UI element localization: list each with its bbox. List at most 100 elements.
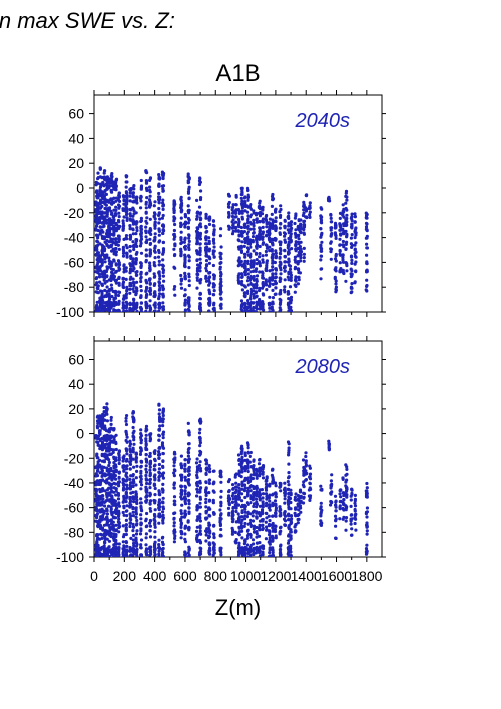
data-point xyxy=(105,408,109,412)
data-point xyxy=(212,469,216,473)
data-point xyxy=(104,294,108,298)
data-point xyxy=(100,289,104,294)
data-point xyxy=(271,308,275,312)
data-point xyxy=(271,272,275,276)
data-point xyxy=(128,249,132,253)
data-point xyxy=(211,252,215,256)
data-point xyxy=(271,253,275,258)
data-point xyxy=(255,267,259,271)
data-point xyxy=(245,534,250,538)
data-point xyxy=(279,221,283,226)
data-point xyxy=(260,488,264,492)
data-point xyxy=(139,527,143,531)
data-point xyxy=(187,266,191,270)
data-point xyxy=(345,240,349,244)
data-point xyxy=(283,232,287,236)
data-point xyxy=(153,223,157,228)
data-point xyxy=(341,203,345,207)
data-point xyxy=(144,433,148,437)
data-point xyxy=(122,468,126,473)
data-point xyxy=(234,208,238,212)
data-point xyxy=(255,490,259,494)
data-point xyxy=(139,448,143,453)
data-point xyxy=(354,270,358,274)
data-point xyxy=(95,554,100,557)
data-point xyxy=(299,231,303,235)
data-point xyxy=(98,482,102,487)
data-point xyxy=(258,288,262,293)
data-point xyxy=(114,246,118,251)
data-point xyxy=(173,242,177,247)
data-point xyxy=(131,219,135,224)
data-point xyxy=(131,533,136,538)
data-point xyxy=(198,242,202,246)
data-point xyxy=(121,554,125,557)
data-point xyxy=(204,238,208,242)
data-point xyxy=(117,509,121,513)
data-point xyxy=(268,217,272,221)
data-point xyxy=(255,236,259,240)
data-point xyxy=(249,227,253,231)
data-point xyxy=(157,470,161,474)
data-point xyxy=(287,292,291,296)
data-point xyxy=(153,548,157,552)
data-point xyxy=(107,504,111,508)
data-point xyxy=(255,258,259,262)
data-point xyxy=(227,214,231,218)
data-point xyxy=(105,439,109,443)
y-tick-label: 20 xyxy=(68,155,84,171)
data-point xyxy=(117,517,121,521)
data-point xyxy=(240,279,244,284)
data-point xyxy=(271,504,275,508)
data-point xyxy=(258,307,262,311)
data-point xyxy=(96,524,100,528)
data-point xyxy=(134,211,138,215)
data-point xyxy=(128,512,132,516)
data-point xyxy=(245,458,249,462)
data-point xyxy=(261,552,265,556)
data-point xyxy=(233,530,237,535)
data-point xyxy=(341,243,345,247)
data-point xyxy=(183,260,187,264)
data-point xyxy=(258,541,262,545)
data-point xyxy=(197,205,202,209)
data-point xyxy=(103,169,107,173)
data-point xyxy=(234,203,238,207)
data-point xyxy=(186,421,190,425)
data-point xyxy=(198,177,202,181)
data-point xyxy=(131,425,135,430)
data-point xyxy=(212,274,216,278)
data-point xyxy=(245,515,249,519)
data-point xyxy=(161,285,165,289)
data-point xyxy=(268,519,272,523)
data-point xyxy=(283,260,288,264)
data-point xyxy=(353,280,357,284)
data-point xyxy=(246,235,250,239)
data-point xyxy=(124,243,128,247)
data-point xyxy=(124,523,128,527)
data-point xyxy=(334,285,338,289)
data-point xyxy=(121,254,126,258)
x-tick-label: 1600 xyxy=(321,568,352,584)
data-point xyxy=(187,187,191,191)
data-point xyxy=(252,472,256,477)
data-point xyxy=(207,543,212,547)
data-point xyxy=(153,540,157,544)
data-point xyxy=(218,469,222,473)
data-point xyxy=(139,469,143,473)
data-point xyxy=(148,486,152,490)
data-point xyxy=(117,553,121,557)
data-point xyxy=(365,246,369,250)
data-point xyxy=(264,243,268,247)
data-point xyxy=(302,256,306,260)
data-point xyxy=(110,294,114,299)
data-point xyxy=(129,481,133,485)
data-point xyxy=(254,251,259,255)
data-point xyxy=(110,494,114,498)
data-point xyxy=(246,476,250,480)
data-point xyxy=(145,238,149,242)
data-point xyxy=(296,254,300,258)
data-point xyxy=(179,230,183,234)
data-point xyxy=(251,519,256,523)
data-point xyxy=(148,254,152,258)
